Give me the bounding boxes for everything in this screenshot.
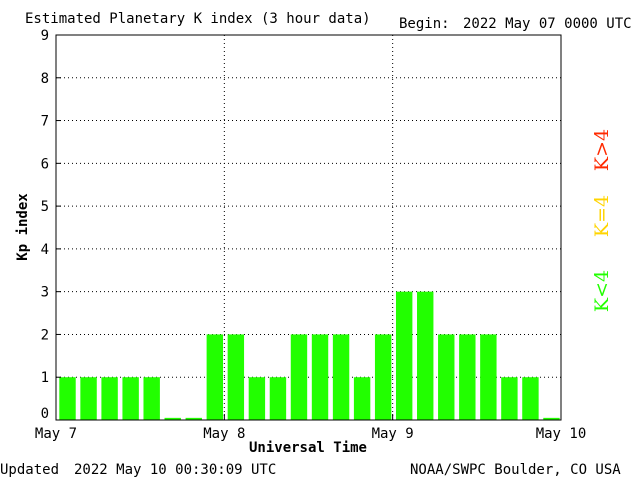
y-tick-label: 9 <box>41 28 49 44</box>
legend-low: K<4 <box>591 270 613 312</box>
kp-bar <box>374 334 392 420</box>
kp-bar <box>143 377 160 420</box>
kp-bar <box>248 377 266 420</box>
kp-bar <box>164 417 181 420</box>
kp-bar <box>185 417 202 420</box>
kp-bar <box>80 377 97 420</box>
chart-title: Estimated Planetary K index (3 hour data… <box>25 11 371 27</box>
plot-frame <box>55 34 562 421</box>
begin-label: Begin: <box>399 16 450 32</box>
kp-bar <box>395 291 413 420</box>
y-tick-label: 7 <box>41 114 49 130</box>
x-axis-label: Universal Time <box>249 440 367 456</box>
kp-bar <box>522 377 539 420</box>
x-tick-label: May 7 <box>35 426 77 442</box>
kp-bar <box>438 334 455 420</box>
kp-bar <box>269 377 287 420</box>
y-tick-label: 1 <box>41 370 49 386</box>
bar-series <box>59 291 560 420</box>
kp-bar <box>332 334 350 420</box>
y-tick-label: 4 <box>41 242 49 258</box>
kp-bar <box>122 377 139 420</box>
y-axis-ticks: 0 1 2 3 4 5 6 7 8 9 <box>41 28 61 422</box>
legend-mid: K=4 <box>591 195 613 237</box>
x-tick-label: May 10 <box>536 426 587 442</box>
updated-label: Updated <box>0 462 59 478</box>
updated-value: 2022 May 10 00:30:09 UTC <box>74 462 276 478</box>
kp-bar <box>353 377 371 420</box>
y-tick-label: 3 <box>41 285 49 301</box>
kp-bar <box>417 291 434 420</box>
kp-bar <box>501 377 518 420</box>
y-tick-label: 5 <box>41 199 49 215</box>
y-tick-label: 0 <box>41 406 49 422</box>
kp-bar <box>480 334 497 420</box>
begin-value: 2022 May 07 0000 UTC <box>463 16 632 32</box>
kp-bar <box>59 377 76 420</box>
kp-bar <box>543 417 560 420</box>
legend-high: K>4 <box>591 129 613 171</box>
kp-bar <box>311 334 329 420</box>
kp-bar <box>206 334 224 420</box>
y-tick-label: 8 <box>41 71 49 87</box>
y-tick-label: 2 <box>41 327 49 343</box>
y-axis-label: Kp index <box>15 193 31 261</box>
credit-text: NOAA/SWPC Boulder, CO USA <box>410 462 621 478</box>
x-tick-label: May 8 <box>203 426 245 442</box>
kp-bar <box>227 334 245 420</box>
kp-bar <box>459 334 476 420</box>
kp-bar <box>101 377 118 420</box>
y-tick-label: 6 <box>41 156 49 172</box>
kp-bar <box>290 334 308 420</box>
x-axis-ticks: May 7 May 8 May 9 May 10 <box>35 414 586 442</box>
x-tick-label: May 9 <box>372 426 414 442</box>
grid-lines <box>56 35 561 420</box>
